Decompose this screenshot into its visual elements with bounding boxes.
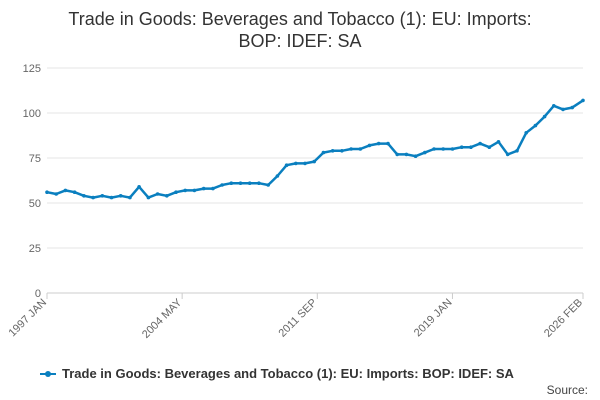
- data-point: [533, 123, 538, 128]
- data-point: [303, 161, 307, 166]
- data-point: [478, 141, 482, 146]
- data-point: [294, 161, 298, 166]
- data-point: [100, 194, 105, 198]
- data-point: [109, 195, 114, 200]
- y-axis-tick-labels: 0 25 50 75 100 125: [23, 63, 41, 300]
- data-point: [192, 188, 197, 193]
- y-tick-label: 50: [29, 198, 41, 210]
- y-tick-label: 0: [35, 288, 41, 300]
- series-group: [45, 98, 585, 200]
- data-point: [561, 107, 565, 112]
- data-point: [321, 150, 326, 155]
- data-point: [330, 149, 335, 153]
- x-tick-label: 2004 MAY: [140, 296, 185, 341]
- data-point: [487, 145, 492, 149]
- series-line: [46, 99, 584, 199]
- y-tick-label: 100: [23, 108, 41, 120]
- data-point: [376, 141, 381, 146]
- data-point: [395, 152, 400, 157]
- data-point: [386, 141, 390, 146]
- data-point: [340, 149, 344, 153]
- data-point: [312, 159, 317, 164]
- x-tick-label: 1997 JAN: [6, 297, 49, 340]
- data-point: [183, 188, 187, 193]
- data-point: [165, 194, 169, 198]
- data-point: [238, 181, 243, 185]
- x-axis: 1997 JAN 2004 MAY 2011 SEP 2019 JAN 2026 FEB: [6, 292, 585, 341]
- x-tick-label: 2019 JAN: [412, 297, 455, 340]
- data-point: [469, 145, 473, 149]
- data-point: [174, 190, 178, 194]
- data-point: [570, 105, 574, 110]
- data-point: [349, 147, 353, 151]
- data-point: [581, 98, 585, 103]
- data-point: [542, 114, 547, 119]
- data-point: [54, 192, 58, 196]
- y-tick-label: 125: [23, 63, 41, 75]
- data-point: [284, 163, 289, 167]
- data-point: [63, 188, 68, 193]
- data-point: [515, 149, 519, 153]
- data-point: [432, 147, 436, 151]
- data-point: [266, 183, 271, 187]
- data-point: [229, 181, 234, 185]
- data-point: [552, 104, 556, 108]
- data-point: [275, 174, 280, 178]
- x-tick-label: 2026 FEB: [542, 297, 585, 340]
- y-tick-label: 25: [29, 243, 41, 255]
- y-tick-label: 75: [29, 153, 41, 165]
- data-point: [247, 181, 252, 185]
- data-point: [505, 152, 510, 157]
- data-point: [146, 195, 151, 200]
- data-point: [413, 154, 418, 158]
- data-point: [82, 194, 86, 198]
- data-point: [459, 145, 464, 149]
- data-point: [201, 186, 206, 191]
- data-point: [45, 190, 49, 194]
- data-point: [496, 140, 501, 144]
- gridlines: [47, 67, 583, 249]
- data-point: [257, 181, 261, 185]
- data-point: [137, 185, 141, 189]
- legend-series-marker-icon: [40, 368, 56, 380]
- legend-series-label: Trade in Goods: Beverages and Tobacco (1…: [62, 366, 514, 381]
- data-point: [441, 147, 446, 151]
- data-point: [155, 192, 160, 196]
- data-point: [220, 183, 224, 187]
- legend[interactable]: Trade in Goods: Beverages and Tobacco (1…: [40, 366, 514, 381]
- data-point: [524, 131, 528, 135]
- chart-title-line-2: BOP: IDEF: SA: [238, 31, 362, 51]
- data-point: [423, 150, 427, 155]
- data-point: [358, 147, 363, 151]
- data-point: [404, 152, 409, 157]
- source-label: Source:: [546, 383, 588, 397]
- data-point: [118, 194, 123, 198]
- chart-title: Trade in Goods: Beverages and Tobacco (1…: [0, 8, 600, 52]
- data-point: [72, 190, 77, 194]
- chart-title-line-1: Trade in Goods: Beverages and Tobacco (1…: [68, 9, 532, 29]
- data-point: [450, 147, 455, 151]
- x-tick-label: 2011 SEP: [276, 297, 319, 340]
- data-point: [367, 143, 372, 148]
- data-point: [211, 186, 215, 191]
- data-point: [128, 195, 132, 200]
- data-point: [91, 195, 95, 200]
